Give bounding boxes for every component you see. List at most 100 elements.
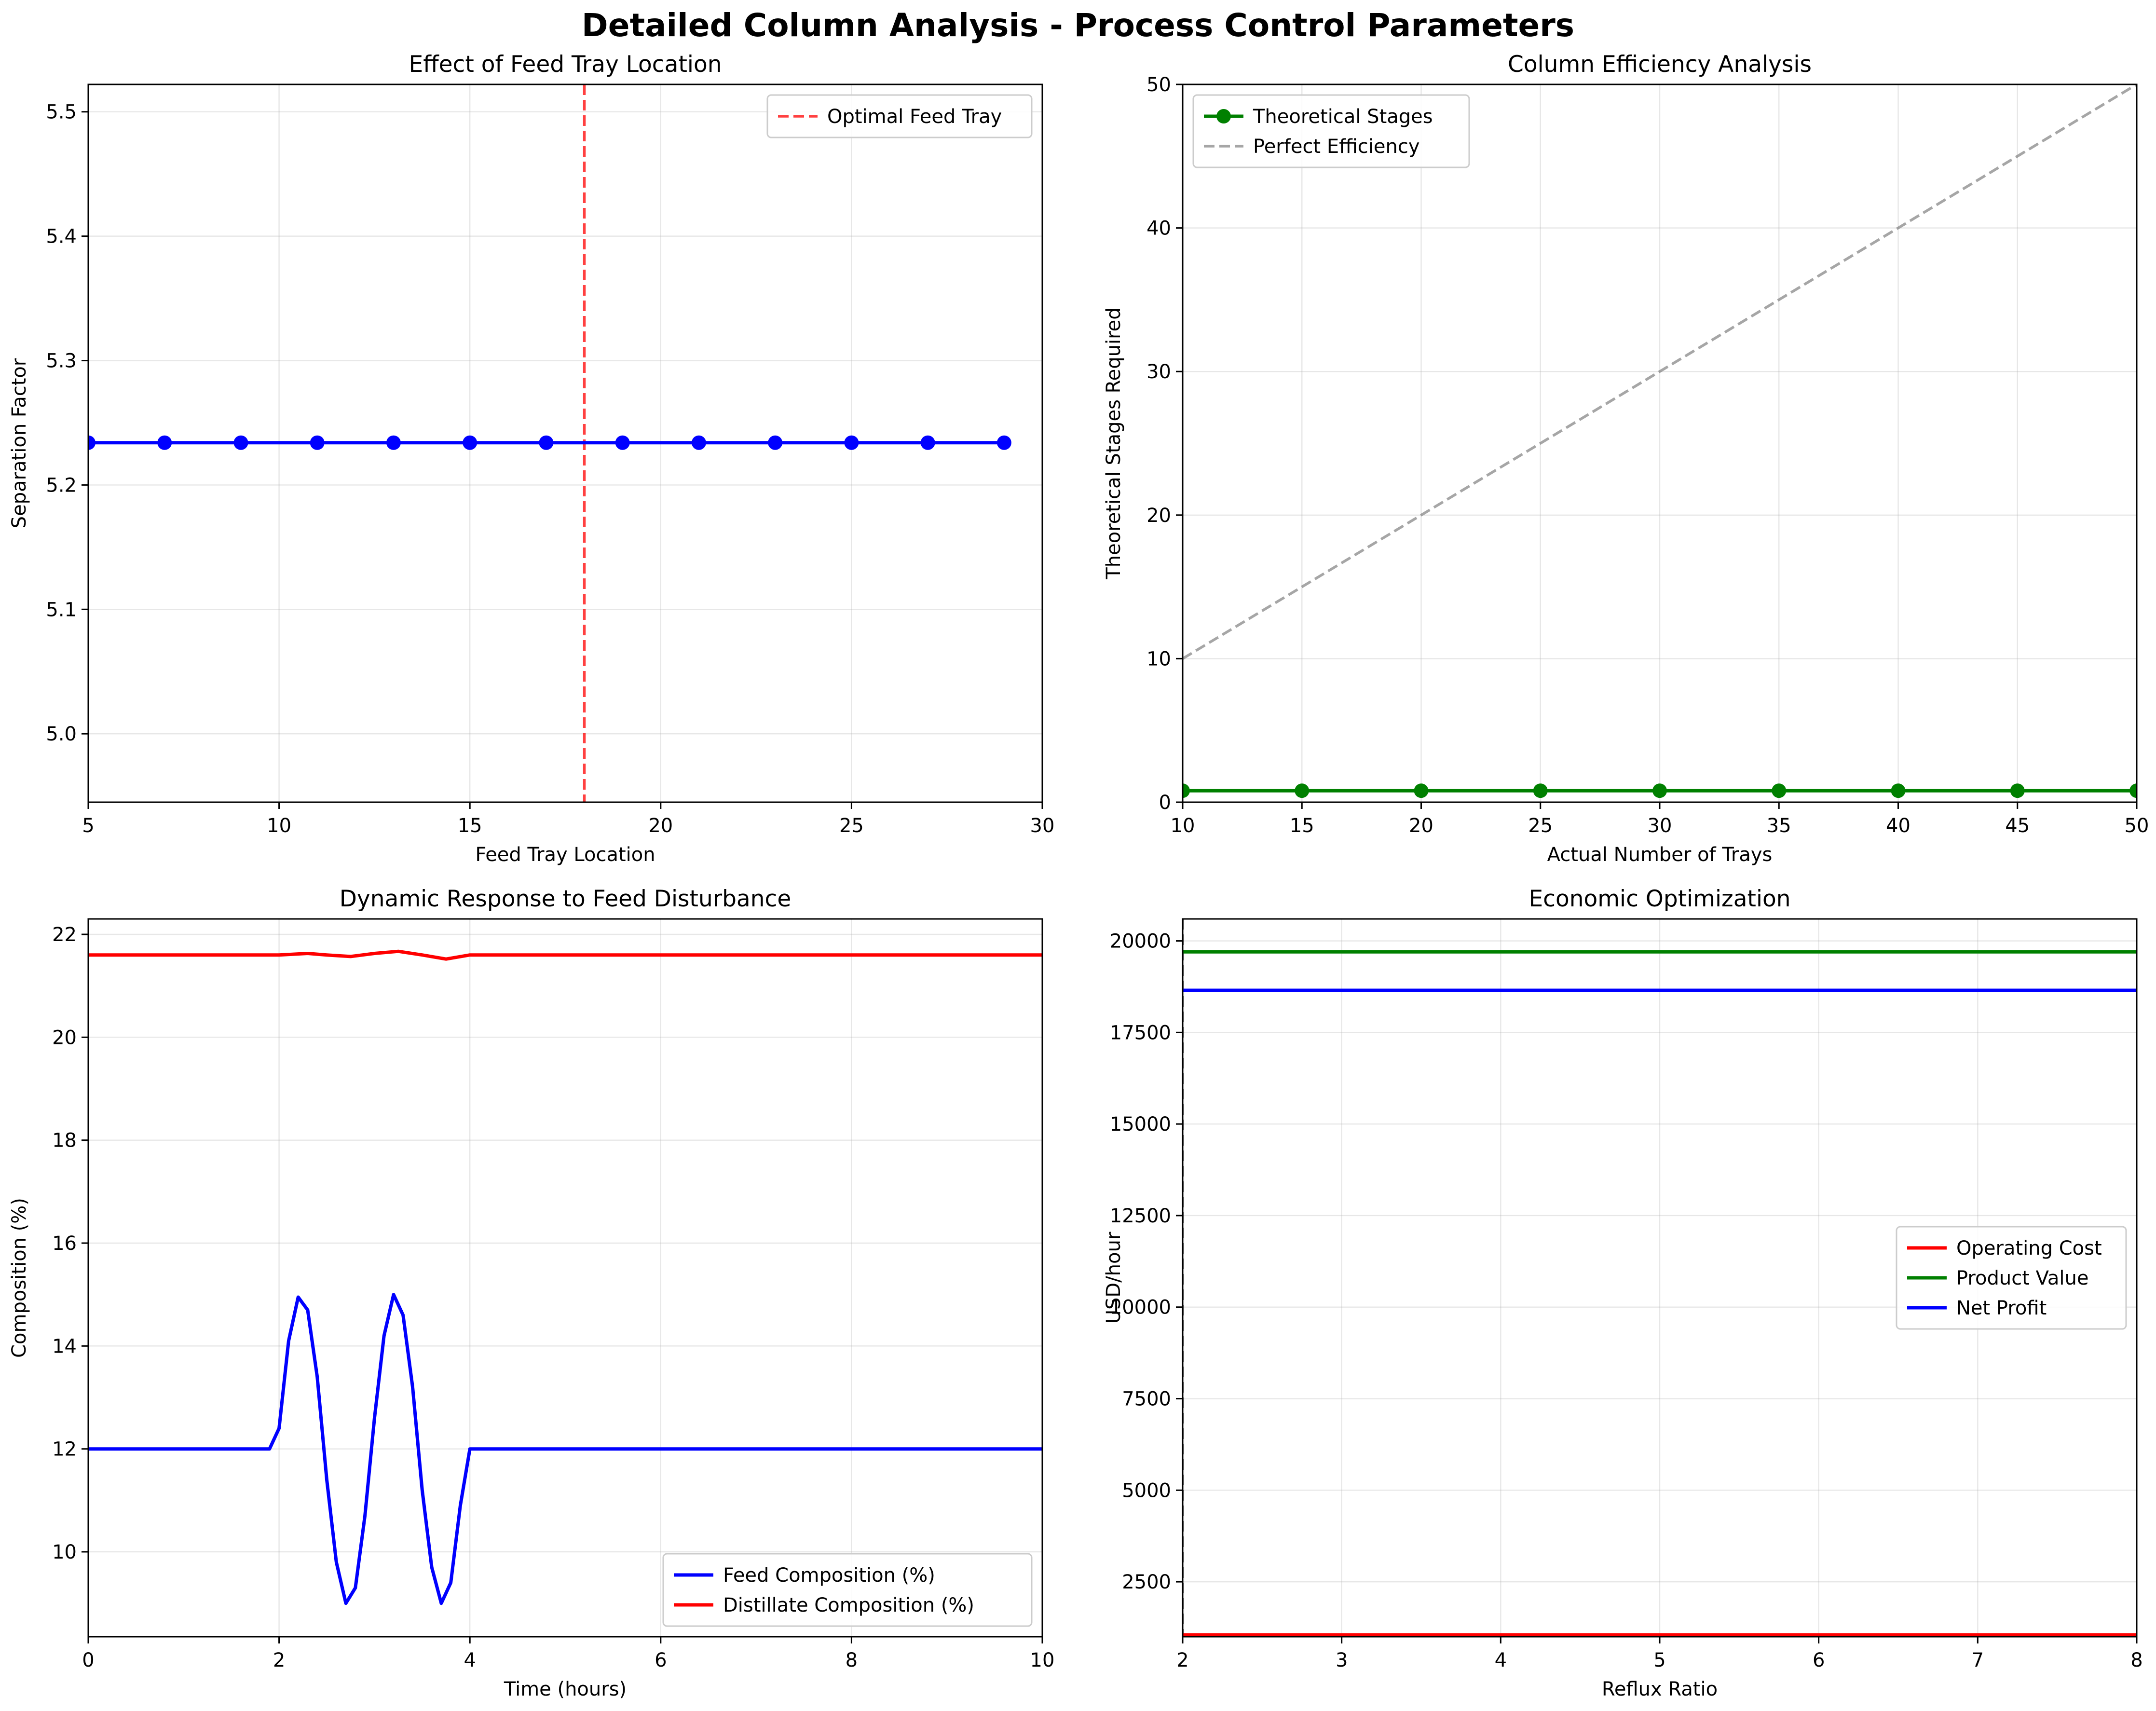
data-point	[920, 435, 935, 450]
x-tick-label: 5	[82, 815, 94, 837]
y-tick-label: 15000	[1110, 1113, 1171, 1136]
y-tick-label: 5.3	[46, 350, 77, 372]
y-tick-label: 10000	[1110, 1297, 1171, 1319]
legend-label: Theoretical Stages	[1253, 106, 1433, 128]
y-tick-label: 5.4	[46, 226, 77, 248]
y-axis-label: USD/hour	[1103, 1232, 1125, 1324]
y-axis-label: Composition (%)	[8, 1198, 30, 1358]
legend-marker	[1216, 109, 1231, 123]
x-tick-label: 30	[1030, 815, 1055, 837]
y-tick-label: 14	[52, 1335, 77, 1357]
data-point	[2129, 783, 2137, 798]
y-tick-label: 50	[1146, 74, 1171, 96]
data-point	[1891, 783, 1906, 798]
data-point	[1183, 783, 1190, 798]
x-tick-label: 10	[267, 815, 291, 837]
x-tick-label: 15	[458, 815, 482, 837]
legend-box	[766, 94, 1033, 138]
y-tick-label: 10	[52, 1541, 77, 1563]
plot-area	[88, 84, 1011, 802]
x-tick-label: 0	[82, 1649, 94, 1671]
y-tick-label: 5000	[1122, 1479, 1171, 1502]
data-point	[691, 435, 706, 450]
y-tick-label: 0	[1159, 792, 1171, 814]
legend-label: Feed Composition (%)	[723, 1564, 935, 1587]
y-tick-label: 30	[1146, 361, 1171, 383]
data-point	[1533, 783, 1548, 798]
y-tick-label: 5.0	[46, 723, 77, 745]
x-axis-label: Reflux Ratio	[1602, 1678, 1718, 1700]
x-tick-label: 25	[839, 815, 864, 837]
x-tick-label: 15	[1290, 815, 1314, 837]
y-tick-label: 12500	[1110, 1205, 1171, 1227]
chart-title: Column Efficiency Analysis	[1508, 51, 1812, 78]
legend: Operating Cost Product Value Net Profit	[1896, 1226, 2127, 1330]
legend: Optimal Feed Tray	[766, 94, 1033, 138]
data-point	[768, 435, 783, 450]
axes-frame	[87, 83, 1043, 803]
series-line-2	[88, 949, 1042, 961]
x-axis-label: Feed Tray Location	[475, 844, 655, 866]
x-tick-label: 3	[1336, 1649, 1348, 1671]
legend-label: Product Value	[1956, 1267, 2088, 1289]
plot-area	[88, 949, 1042, 1605]
legend: Theoretical Stages Perfect Efficiency	[1192, 94, 1470, 168]
x-tick-label: 2	[1176, 1649, 1188, 1671]
x-tick-label: 2	[273, 1649, 285, 1671]
y-tick-label: 17500	[1110, 1022, 1171, 1044]
data-point	[310, 435, 325, 450]
y-tick-label: 16	[52, 1232, 77, 1255]
x-tick-label: 6	[655, 1649, 667, 1671]
data-point	[1652, 783, 1667, 798]
x-tick-label: 8	[846, 1649, 858, 1671]
chart-title: Dynamic Response to Feed Disturbance	[340, 886, 791, 912]
chart-panel-3: 0 2 4 6 8 10 10 12 14 16 18 20 22 Dynamic Response to…	[8, 886, 1054, 1700]
y-axis-label: Separation Factor	[8, 358, 30, 528]
legend-box	[1192, 94, 1470, 168]
y-tick-label: 18	[52, 1130, 77, 1152]
legend: Feed Composition (%) Distillate Compositi…	[662, 1553, 1033, 1627]
x-tick-label: 10	[1030, 1649, 1055, 1671]
y-tick-label: 12	[52, 1438, 77, 1461]
data-point	[844, 435, 859, 450]
chart-title: Effect of Feed Tray Location	[409, 51, 722, 78]
x-tick-label: 7	[1972, 1649, 1984, 1671]
legend-label: Net Profit	[1956, 1297, 2047, 1319]
x-tick-label: 45	[2005, 815, 2030, 837]
chart-title: Economic Optimization	[1528, 886, 1790, 912]
x-tick-label: 30	[1648, 815, 1672, 837]
x-tick-label: 4	[1495, 1649, 1507, 1671]
figure-title: Detailed Column Analysis - Process Contr…	[581, 7, 1575, 44]
plot-area	[1183, 84, 2137, 798]
data-point	[1295, 783, 1310, 798]
legend-label: Optimal Feed Tray	[827, 106, 1002, 128]
y-tick-label: 2500	[1122, 1571, 1171, 1593]
data-point	[88, 435, 96, 450]
x-tick-label: 35	[1767, 815, 1791, 837]
legend-label: Operating Cost	[1956, 1237, 2102, 1259]
x-tick-label: 8	[2130, 1649, 2142, 1671]
x-axis-label: Time (hours)	[504, 1678, 627, 1700]
chart-panel-1: 5 10 15 20 25 30 5.0 5.1 5.2 5.3 5.4 5.5 Effect of F…	[8, 51, 1054, 866]
legend-label: Perfect Efficiency	[1253, 136, 1420, 158]
y-tick-label: 5.2	[46, 474, 77, 496]
data-point	[463, 435, 478, 450]
y-tick-label: 40	[1146, 218, 1171, 240]
data-point	[386, 435, 401, 450]
legend-box	[1896, 1226, 2127, 1330]
data-point	[1414, 783, 1429, 798]
y-tick-label: 7500	[1122, 1388, 1171, 1410]
data-point	[157, 435, 172, 450]
series-line-2	[1183, 84, 2137, 660]
x-tick-label: 40	[1886, 815, 1910, 837]
legend-box	[662, 1553, 1033, 1627]
legend-label: Distillate Composition (%)	[723, 1594, 974, 1616]
data-point	[1772, 783, 1787, 798]
data-point	[2010, 783, 2025, 798]
x-axis-label: Actual Number of Trays	[1547, 844, 1773, 866]
y-tick-label: 5.5	[46, 101, 77, 123]
plot-area	[1183, 919, 2137, 1637]
